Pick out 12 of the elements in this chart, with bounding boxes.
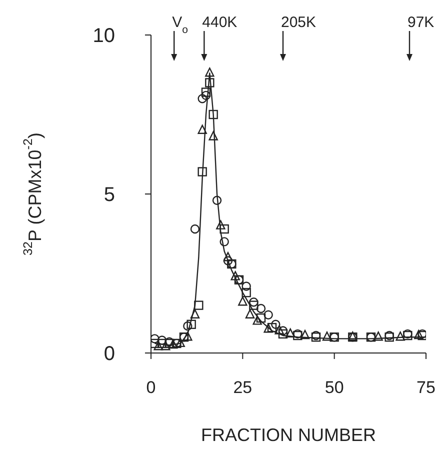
ref-line-label: 97K — [408, 14, 434, 31]
y-tick-label: 5 — [104, 184, 115, 206]
y-tick-label: 0 — [104, 343, 115, 366]
x-tick-label: 50 — [324, 378, 344, 398]
y-tick-label: 10 — [92, 25, 115, 48]
ref-line-label: 440K — [202, 14, 238, 31]
ref-line-label: 205K — [281, 14, 316, 31]
x-tick-label: 75 — [416, 378, 436, 398]
x-tick-label: 25 — [233, 378, 252, 398]
x-tick-label: 0 — [146, 378, 156, 398]
x-axis-title: FRACTION NUMBER — [201, 425, 376, 445]
ref-line-label: V$_{o}$ — [172, 14, 188, 36]
